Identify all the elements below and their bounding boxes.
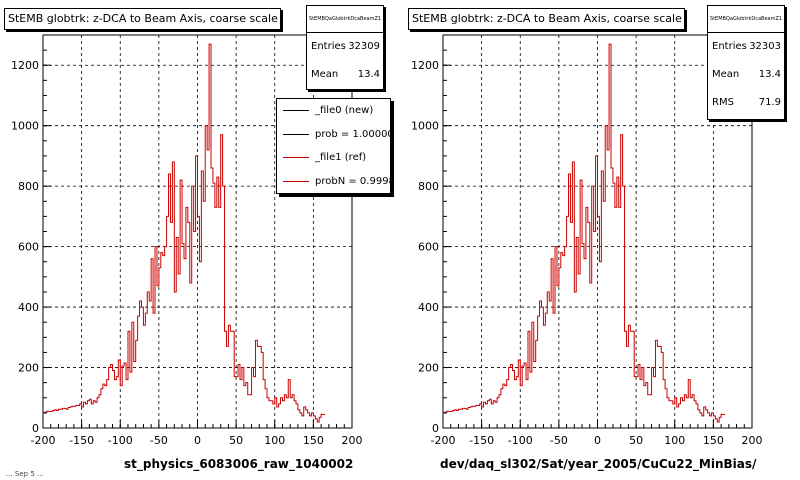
right-stat-entries: Entries 32303 [712,41,781,52]
left-x-tick-label: 150 [303,434,324,447]
left-stats-box: StEMBQaGlobtrkDcaBeamZ1 Entries 32309 Me… [306,5,384,90]
left-y-tick-label: 0 [32,422,39,435]
right-histogram-line [443,43,725,423]
left-y-tick-label: 600 [18,241,39,254]
left-stat-entries: Entries 32309 [311,41,380,52]
right-x-tick-label: 200 [742,434,763,447]
right-y-tick-label: 1000 [411,120,439,133]
right-x-tick-label: -200 [431,434,456,447]
left-x-tick-label: -50 [150,434,168,447]
left-histogram-line [43,43,325,423]
right-x-axis-label: dev/daq_sl302/Sat/year_2005/CuCu22_MinBi… [440,457,757,471]
right-title-box: StEMB globtrk: z-DCA to Beam Axis, coars… [408,8,685,30]
left-y-tick-label: 1200 [11,59,39,72]
left-x-tick-label: -100 [108,434,133,447]
left-x-axis-label: st_physics_6083006_raw_1040002 [124,457,354,471]
right-plot-frame [442,34,753,429]
right-title: StEMB globtrk: z-DCA to Beam Axis, coars… [412,12,682,25]
right-x-tick-label: -100 [508,434,533,447]
legend-entry-file1: _file1 (ref) [277,146,390,170]
right-stats-name: StEMBQaGlobtrkDcaBeamZ1 [708,6,784,33]
left-x-tick-label: -200 [31,434,56,447]
right-y-tick-label: 0 [432,422,439,435]
left-y-tick-label: 400 [18,301,39,314]
right-x-tick-label: 0 [594,434,601,447]
footer-timestamp: ... Sep 5 ... [6,470,44,478]
right-y-tick-label: 600 [418,241,439,254]
right-x-tick-label: 150 [703,434,724,447]
left-title: StEMB globtrk: z-DCA to Beam Axis, coars… [8,12,278,25]
legend-swatch [283,110,309,111]
legend-swatch [283,157,309,158]
right-y-tick-label: 400 [418,301,439,314]
left-x-tick-label: 0 [194,434,201,447]
right-x-tick-label: -50 [550,434,568,447]
right-x-tick-label: 50 [629,434,643,447]
left-plot-frame [42,34,353,429]
legend-swatch [283,133,309,135]
right-stats-box: StEMBQaGlobtrkDcaBeamZ1 Entries 32303 Me… [707,5,785,120]
legend-entry-probn: probN = 0.999817 [277,170,390,194]
right-x-tick-label: -150 [469,434,494,447]
left-x-tick-label: 50 [229,434,243,447]
comparison-legend: _file0 (new) prob = 1.000000 _file1 (ref… [276,98,391,194]
right-y-tick-label: 1200 [411,59,439,72]
left-x-tick-label: 200 [342,434,363,447]
left-stat-mean: Mean 13.4 [311,69,380,80]
left-x-tick-label: 100 [264,434,285,447]
right-x-tick-label: 100 [664,434,685,447]
legend-swatch [283,180,309,182]
left-stats-name: StEMBQaGlobtrkDcaBeamZ1 [307,6,383,33]
right-y-tick-label: 800 [418,180,439,193]
left-y-tick-label: 200 [18,362,39,375]
right-y-tick-label: 200 [418,362,439,375]
left-title-box: StEMB globtrk: z-DCA to Beam Axis, coars… [4,8,281,30]
left-x-tick-label: -150 [69,434,94,447]
right-stat-mean: Mean 13.4 [712,69,781,80]
left-y-tick-label: 1000 [11,120,39,133]
left-y-tick-label: 800 [18,180,39,193]
right-stat-rms: RMS 71.9 [712,97,781,108]
legend-entry-file0: _file0 (new) [277,99,390,123]
legend-entry-prob: prob = 1.000000 [277,123,390,147]
